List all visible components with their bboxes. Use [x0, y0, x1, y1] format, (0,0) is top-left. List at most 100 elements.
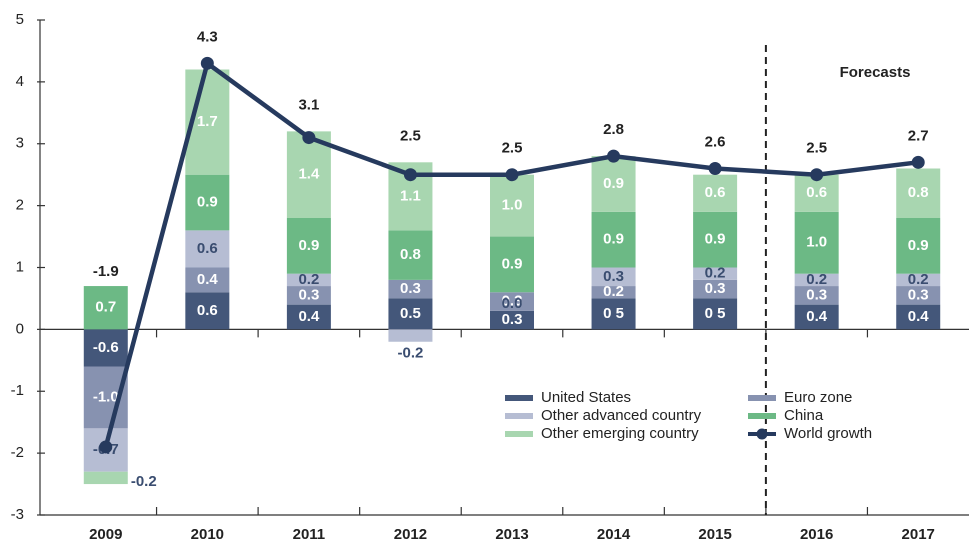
bar-segment [185, 292, 230, 330]
data-label: 0.3 [502, 293, 523, 310]
y-tick-label: 1 [16, 258, 24, 275]
bar-segment [693, 174, 738, 212]
bar-segment [693, 279, 738, 299]
data-label: 0.7 [95, 299, 116, 316]
bar-segment [591, 298, 636, 330]
bar-segment [794, 211, 839, 274]
bar-segment [591, 267, 636, 287]
line-marker [200, 56, 214, 70]
legend-swatch [505, 395, 533, 401]
annotation: Forecasts [840, 64, 911, 81]
data-label: 1.7 [197, 113, 218, 130]
x-tick-label: 2011 [293, 526, 326, 543]
data-label: -0.2 [398, 345, 424, 362]
bar-segment [185, 174, 230, 231]
bar-segment [490, 174, 534, 237]
data-label: 0.2 [908, 271, 929, 288]
line-marker [911, 155, 925, 169]
data-label: 0.9 [603, 175, 624, 192]
bar-segment [794, 304, 839, 330]
bar-segment [185, 267, 230, 293]
bar-segment [896, 273, 941, 287]
bar-segment [286, 131, 331, 218]
data-label: 1.1 [400, 187, 421, 204]
bar-segment [896, 286, 941, 305]
data-label: 0.8 [908, 184, 929, 201]
x-tick-label: 2013 [495, 526, 528, 543]
y-tick-label: -2 [11, 444, 24, 461]
data-label: 0.3 [603, 268, 624, 285]
legend-swatch [505, 413, 533, 419]
bar-segment [693, 267, 738, 280]
y-tick-label: -3 [11, 506, 24, 523]
bar-segment [185, 230, 230, 268]
bar-segment [591, 286, 636, 299]
bar-segment [794, 286, 839, 305]
bar-segment [83, 329, 128, 367]
data-label: 0.3 [806, 286, 827, 303]
data-label: 0.4 [197, 271, 219, 288]
legend-swatch [505, 431, 533, 437]
data-label: 0 5 [705, 305, 726, 322]
bar-segment [591, 156, 636, 212]
data-label: 0.8 [400, 246, 421, 263]
data-label: 0.4 [298, 308, 320, 325]
y-tick-label: 3 [16, 135, 24, 152]
data-label: 0.9 [298, 237, 319, 254]
x-tick-label: 2015 [698, 526, 731, 543]
bar-segment [388, 298, 433, 330]
bar-segment [896, 168, 941, 218]
bar-segment [896, 304, 941, 330]
legend-label: China [784, 407, 824, 424]
bar-segment [693, 298, 738, 330]
y-tick-label: 5 [16, 11, 24, 28]
data-label: 0.9 [705, 231, 726, 248]
bar-segment [896, 218, 941, 274]
data-label: 0.4 [908, 308, 930, 325]
data-label: 0.0 [502, 295, 523, 312]
legend-label: Euro zone [784, 389, 852, 406]
data-label: -0.2 [131, 473, 157, 490]
data-label: -1.0 [93, 388, 119, 405]
data-label: 0.9 [502, 255, 523, 272]
line-label: 3.1 [298, 96, 319, 113]
data-label: 1.0 [806, 234, 827, 251]
line-label: 2.5 [806, 140, 827, 157]
legend-swatch [748, 395, 776, 401]
bar-segment [286, 286, 331, 305]
line-label: 2.6 [705, 133, 726, 150]
data-label: 0.3 [298, 286, 319, 303]
data-label: 0.2 [806, 271, 827, 288]
line-label: 4.3 [197, 28, 218, 45]
x-tick-label: 2017 [902, 526, 935, 543]
bar-segment [490, 310, 534, 330]
data-label: 0.6 [705, 184, 726, 201]
line-label: 2.5 [502, 140, 523, 157]
data-label: 0.2 [705, 265, 726, 282]
bar-segment [286, 304, 331, 330]
legend-label: United States [541, 389, 631, 406]
data-label: 0.6 [197, 302, 218, 319]
legend-label: Other advanced country [541, 407, 702, 424]
bar-segment [388, 329, 433, 342]
x-tick-label: 2012 [394, 526, 427, 543]
bar-segment [490, 292, 534, 311]
line-marker [302, 131, 316, 145]
y-tick-label: 2 [16, 197, 24, 214]
x-tick-label: 2010 [191, 526, 224, 543]
legend-label: Other emerging country [541, 425, 699, 442]
data-label: 0.9 [908, 237, 929, 254]
data-label: -0.6 [93, 339, 119, 356]
line-label: 2.8 [603, 121, 624, 138]
bar-segment [490, 236, 534, 293]
data-label: 0.3 [908, 286, 929, 303]
legend-label: World growth [784, 425, 872, 442]
data-label: 0.9 [603, 231, 624, 248]
data-label: 0.6 [806, 184, 827, 201]
data-label: 0.4 [806, 308, 828, 325]
data-label: 0.5 [400, 305, 421, 322]
line-marker [607, 149, 621, 163]
line-label: 2.5 [400, 127, 421, 144]
bar-segment [794, 273, 839, 287]
bar-segment [388, 279, 433, 299]
